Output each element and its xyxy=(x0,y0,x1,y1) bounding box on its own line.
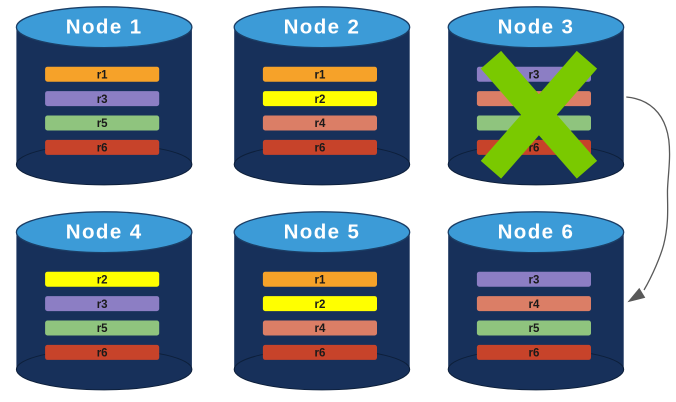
svg-text:r5: r5 xyxy=(97,323,108,335)
svg-text:r2: r2 xyxy=(97,274,108,286)
svg-text:r1: r1 xyxy=(315,69,326,81)
svg-text:r6: r6 xyxy=(315,348,326,360)
svg-text:r6: r6 xyxy=(97,143,108,155)
svg-text:r4: r4 xyxy=(315,323,326,335)
svg-text:Node 6: Node 6 xyxy=(498,221,575,244)
svg-text:Node 3: Node 3 xyxy=(498,16,575,39)
svg-text:Node 5: Node 5 xyxy=(284,221,361,244)
svg-text:r1: r1 xyxy=(97,69,108,81)
svg-text:r3: r3 xyxy=(97,299,108,311)
svg-text:Node 4: Node 4 xyxy=(66,221,143,244)
svg-text:r1: r1 xyxy=(315,274,326,286)
svg-text:r3: r3 xyxy=(97,94,108,106)
svg-text:r2: r2 xyxy=(315,94,326,106)
svg-text:r3: r3 xyxy=(529,274,540,286)
svg-text:r3: r3 xyxy=(529,69,540,81)
svg-text:r4: r4 xyxy=(529,299,540,311)
svg-text:r6: r6 xyxy=(529,348,540,360)
svg-text:r4: r4 xyxy=(315,118,326,130)
svg-text:r5: r5 xyxy=(529,323,540,335)
svg-text:r2: r2 xyxy=(315,299,326,311)
svg-text:r6: r6 xyxy=(315,143,326,155)
svg-text:r5: r5 xyxy=(97,118,108,130)
svg-text:r6: r6 xyxy=(97,348,108,360)
svg-text:Node 2: Node 2 xyxy=(284,16,361,39)
svg-text:Node 1: Node 1 xyxy=(66,16,143,39)
